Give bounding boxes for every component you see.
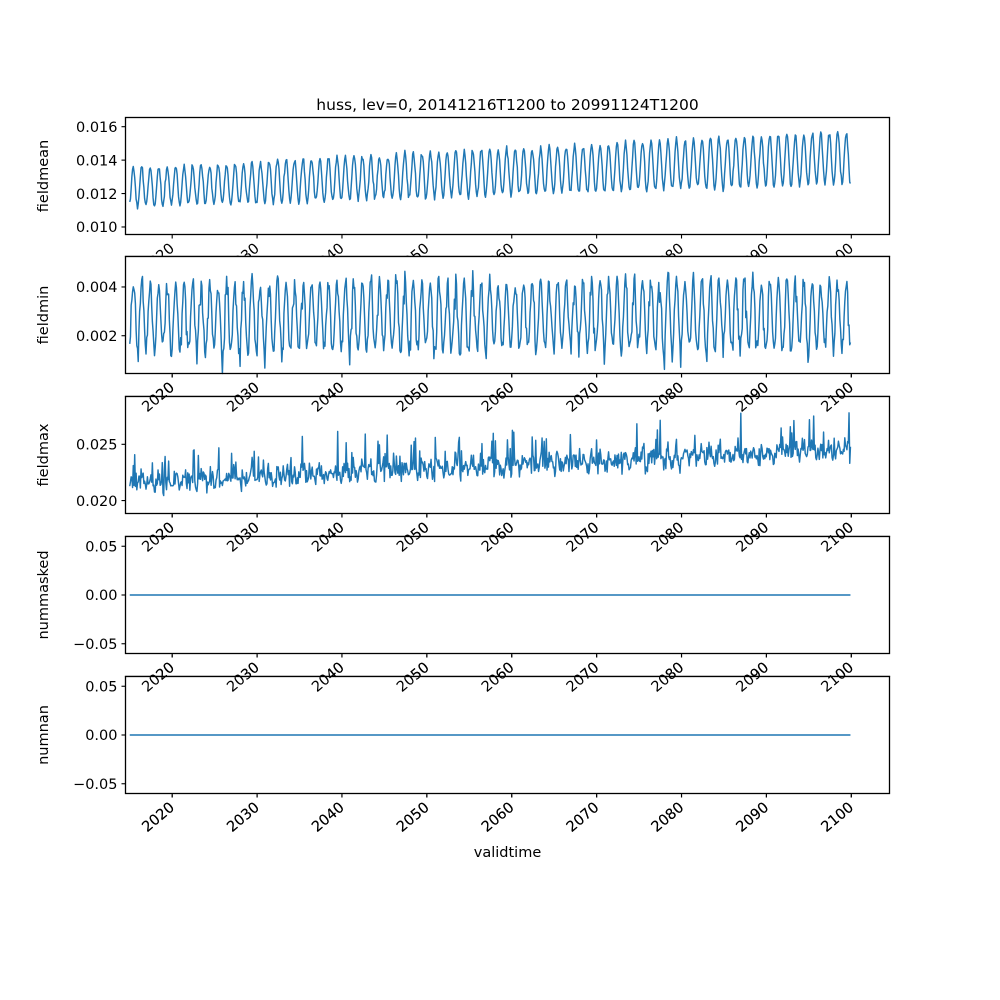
ytick-label: 0.020 — [76, 494, 118, 510]
subplot-fieldmean: 0.0100.0120.0140.01620202030204020502060… — [36, 116, 891, 277]
xtick-label: 2100 — [818, 800, 857, 836]
xtick-label: 2040 — [309, 800, 348, 836]
axes-frame-fieldmean — [124, 116, 891, 236]
ytick-label: 0.05 — [85, 539, 117, 555]
ytick-label: 0.016 — [76, 120, 118, 136]
ytick-label: 0.004 — [76, 280, 118, 296]
xlabel: validtime — [474, 845, 542, 861]
xtick-label: 2060 — [479, 800, 518, 836]
figure-title: huss, lev=0, 20141216T1200 to 20991124T1… — [316, 96, 698, 114]
ylabel-fieldmin: fieldmin — [36, 286, 52, 345]
ytick-label: 0.00 — [85, 588, 117, 604]
ytick-label: −0.05 — [73, 777, 117, 793]
ylabel-numnan: numnan — [36, 705, 52, 765]
data-line-fieldmin — [129, 270, 852, 375]
ylabel-fieldmean: fieldmean — [36, 140, 52, 212]
ytick-label: 0.002 — [76, 329, 118, 345]
ylabel-nummasked: nummasked — [36, 550, 52, 639]
axes-frame-fieldmin — [124, 255, 891, 375]
xtick-label: 2020 — [139, 800, 178, 836]
xtick-label: 2090 — [734, 800, 773, 836]
ytick-label: 0.010 — [76, 220, 118, 236]
ytick-label: 0.00 — [85, 728, 117, 744]
ytick-label: −0.05 — [73, 637, 117, 653]
ytick-label: 0.025 — [76, 438, 118, 454]
data-line-fieldmean — [129, 130, 852, 210]
ytick-label: 0.012 — [76, 187, 118, 203]
data-line-fieldmax — [129, 412, 852, 497]
ytick-label: 0.014 — [76, 153, 118, 169]
ytick-label: 0.05 — [85, 679, 117, 695]
ylabel-fieldmax: fieldmax — [36, 423, 52, 486]
xtick-label: 2050 — [394, 800, 433, 836]
axes-frame-fieldmax — [124, 395, 891, 515]
xtick-label: 2030 — [224, 800, 263, 836]
xtick-label: 2070 — [564, 800, 603, 836]
xtick-label: 2080 — [649, 800, 688, 836]
